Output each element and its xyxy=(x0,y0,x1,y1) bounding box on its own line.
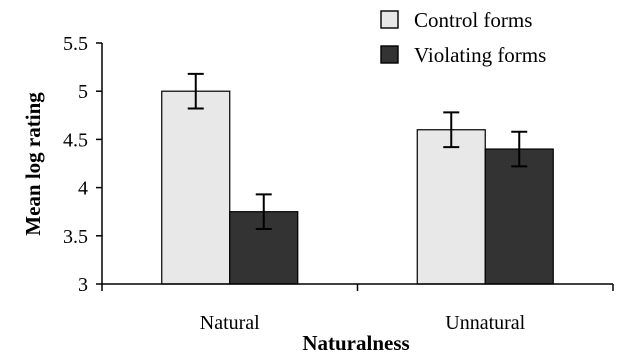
x-axis-ticks: Natural Unnatural xyxy=(101,284,614,334)
y-tick-label: 5 xyxy=(78,81,88,103)
y-tick-label: 3.5 xyxy=(63,226,88,248)
bar-violating-forms-unnatural xyxy=(484,148,554,285)
legend-swatch xyxy=(380,45,399,64)
x-axis-title: Naturalness xyxy=(302,331,409,355)
error-bar xyxy=(187,72,204,110)
error-bar xyxy=(255,193,272,231)
y-tick-label: 4 xyxy=(78,178,88,200)
x-tick-label: Natural xyxy=(200,312,260,334)
legend-label: Violating forms xyxy=(414,43,546,67)
bars xyxy=(161,90,554,285)
y-axis-ticks: 3 3.5 4 4.5 5 5.5 xyxy=(63,33,102,296)
y-axis-title: Mean log rating xyxy=(21,92,45,236)
y-tick-label: 3 xyxy=(78,274,88,296)
error-bar xyxy=(511,130,528,168)
bar-control-forms-natural xyxy=(161,90,231,285)
bar-control-forms-unnatural xyxy=(416,129,486,285)
legend-swatch xyxy=(380,10,399,29)
y-tick-label: 5.5 xyxy=(63,33,88,55)
error-bars xyxy=(187,72,528,231)
error-bar xyxy=(443,111,460,149)
y-tick-label: 4.5 xyxy=(63,129,88,151)
legend: Control forms Violating forms xyxy=(380,8,546,67)
x-tick-label: Unnatural xyxy=(445,312,525,334)
legend-label: Control forms xyxy=(414,8,532,32)
